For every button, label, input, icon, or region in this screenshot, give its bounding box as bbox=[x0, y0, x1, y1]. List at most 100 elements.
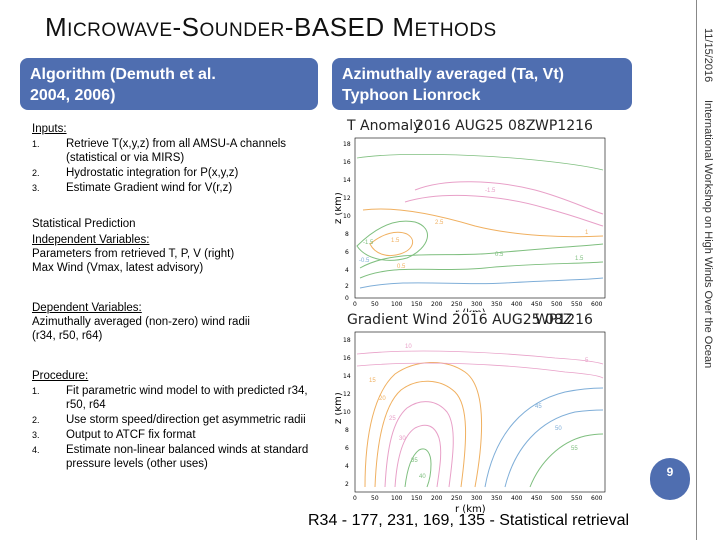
contour-label: 0.5 bbox=[495, 252, 504, 258]
x-tick-label: 150 bbox=[411, 495, 423, 502]
x-tick-label: 450 bbox=[531, 495, 543, 502]
side-date: 11/15/2016 bbox=[702, 28, 714, 83]
contour-label: 35 bbox=[411, 458, 418, 464]
temperature-anomaly-plot: T Anomaly 2016 AUG25 08Z WP1216 z (km) 1… bbox=[335, 118, 635, 318]
y-axis-label: z (km) bbox=[335, 192, 344, 224]
page-number-badge: 9 bbox=[650, 458, 690, 500]
plot-header-line-1: Azimuthally averaged (Ta, Vt) bbox=[342, 66, 564, 83]
plot-title-variable: T Anomaly bbox=[347, 118, 422, 134]
contour-label: 30 bbox=[399, 436, 406, 442]
page-number: 9 bbox=[666, 465, 674, 479]
list-item: 2. Use storm speed/direction get asymmetr… bbox=[32, 414, 306, 426]
contour-label: 5 bbox=[585, 358, 589, 364]
contour-label: -1.5 bbox=[485, 188, 496, 194]
x-tick-label: 300 bbox=[471, 301, 483, 308]
contour-label: -0.5 bbox=[359, 258, 370, 264]
slide-title: MICROWAVE-SOUNDER-BASED METHODS bbox=[45, 12, 497, 43]
list-item: 4. Estimate non-linear balanced winds at … bbox=[32, 444, 309, 470]
list-item: 3. Estimate Gradient wind for V(r,z) bbox=[32, 182, 233, 194]
plot-title-storm: WP1216 bbox=[535, 118, 593, 134]
inputs-list: 1. Retrieve T(x,y,z) from all AMSU-A chan… bbox=[32, 137, 327, 195]
plot-header-box: Azimuthally averaged (Ta, Vt) Typhoon Li… bbox=[332, 58, 632, 110]
contour-label: -1.5 bbox=[363, 240, 374, 246]
x-tick-label: 550 bbox=[571, 495, 583, 502]
procedure-list: 1. Fit parametric wind model to with pred… bbox=[32, 384, 327, 471]
plot-frame bbox=[354, 137, 606, 299]
x-tick-label: 600 bbox=[591, 301, 603, 308]
contour-line bbox=[362, 208, 604, 238]
contour-label: 25 bbox=[389, 416, 396, 422]
procedure-heading: Procedure: bbox=[32, 370, 89, 382]
title-part-5: ETHODS bbox=[414, 20, 497, 41]
x-tick-label: 300 bbox=[471, 495, 483, 502]
x-tick-label: 0 bbox=[353, 301, 357, 308]
contour-line bbox=[404, 195, 604, 227]
x-tick-label: 450 bbox=[531, 301, 543, 308]
plot-title-variable: Gradient Wind 2016 AUG25 08Z bbox=[347, 312, 573, 328]
x-tick-label: 100 bbox=[391, 301, 403, 308]
dependent-line-1: Azimuthally averaged (non-zero) wind rad… bbox=[32, 316, 250, 328]
contour-line bbox=[404, 448, 432, 488]
contour-line bbox=[356, 220, 428, 261]
x-tick-label: 50 bbox=[371, 495, 379, 502]
x-tick-label: 500 bbox=[551, 495, 563, 502]
x-tick-label: 50 bbox=[371, 301, 379, 308]
x-tick-label: 350 bbox=[491, 301, 503, 308]
contour-label: 2.5 bbox=[435, 220, 444, 226]
contour-line bbox=[356, 362, 604, 379]
x-tick-label: 150 bbox=[411, 301, 423, 308]
independent-line-1: Parameters from retrieved T, P, V (right… bbox=[32, 248, 235, 260]
contour-label: 10 bbox=[405, 344, 412, 350]
y-tick-label: 12 bbox=[343, 195, 351, 202]
x-tick-label: 600 bbox=[591, 495, 603, 502]
y-tick-label: 8 bbox=[345, 427, 349, 434]
contour-line bbox=[529, 433, 604, 488]
temperature-anomaly-contours: z (km) 18 16 14 12 10 8 6 4 2 0 0 50 100… bbox=[335, 137, 606, 318]
y-tick-label: 14 bbox=[343, 373, 351, 380]
contour-line bbox=[364, 361, 483, 488]
y-tick-label: 4 bbox=[345, 463, 349, 470]
contour-line bbox=[359, 243, 604, 269]
y-tick-label: 2 bbox=[345, 481, 349, 488]
y-tick-label: 14 bbox=[343, 177, 351, 184]
independent-line-2: Max Wind (Vmax, latest advisory) bbox=[32, 262, 204, 274]
y-tick-label: 18 bbox=[343, 337, 351, 344]
title-part-2: -S bbox=[172, 12, 200, 42]
independent-heading: Independent Variables: bbox=[32, 234, 150, 246]
y-tick-label: 12 bbox=[343, 391, 351, 398]
plot-title-date: 2016 AUG25 08Z bbox=[415, 118, 536, 134]
list-item: 3. Output to ATCF fix format bbox=[32, 429, 196, 441]
contour-line bbox=[384, 401, 454, 488]
contour-label: 15 bbox=[369, 378, 376, 384]
contour-line bbox=[369, 231, 414, 257]
plot-frame bbox=[354, 331, 606, 493]
y-tick-label: 10 bbox=[343, 213, 351, 220]
y-tick-label: 8 bbox=[345, 231, 349, 238]
contour-line bbox=[414, 181, 604, 215]
y-tick-label: 18 bbox=[343, 141, 351, 148]
contour-line bbox=[356, 350, 604, 365]
contour-label: 0.5 bbox=[397, 264, 406, 270]
title-letter-m: M bbox=[45, 12, 68, 42]
title-part-1: ICROWAVE bbox=[67, 20, 173, 41]
y-tick-label: 6 bbox=[345, 249, 349, 256]
title-part-3: OUNDER bbox=[199, 20, 285, 41]
contour-label: 55 bbox=[571, 446, 578, 452]
algorithm-line-2: 2004, 2006) bbox=[30, 87, 116, 104]
y-tick-label: 10 bbox=[343, 409, 351, 416]
method-description: Inputs: 1. Retrieve T(x,y,z) from all AMS… bbox=[32, 122, 327, 471]
contour-line bbox=[359, 261, 604, 279]
x-tick-label: 200 bbox=[431, 301, 443, 308]
dependent-heading: Dependent Variables: bbox=[32, 302, 142, 314]
x-tick-label: 100 bbox=[391, 495, 403, 502]
contour-line bbox=[359, 277, 604, 289]
contour-line bbox=[394, 424, 442, 488]
contour-label: 45 bbox=[535, 404, 542, 410]
x-tick-label: 250 bbox=[451, 495, 463, 502]
list-item: 1. Retrieve T(x,y,z) from all AMSU-A chan… bbox=[32, 138, 287, 164]
contour-line bbox=[504, 409, 604, 488]
contour-label: 50 bbox=[555, 426, 562, 432]
x-tick-label: 0 bbox=[353, 495, 357, 502]
list-item: 2. Hydrostatic integration for P(x,y,z) bbox=[32, 167, 239, 179]
contour-line bbox=[374, 380, 467, 488]
